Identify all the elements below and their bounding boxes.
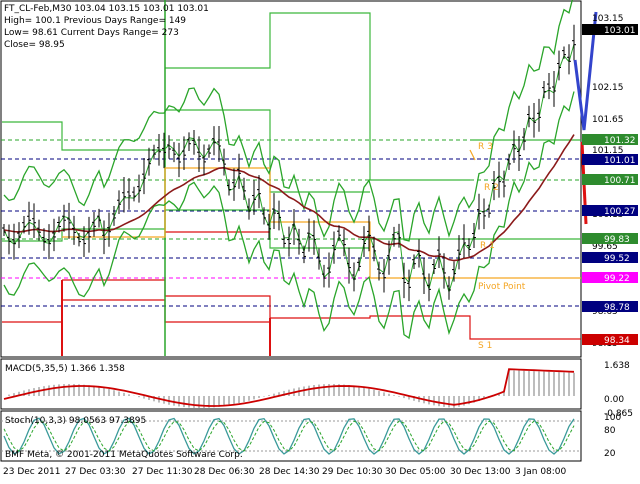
price-axis[interactable]: 103.15 102.15 101.65 101.15 100.65 100.1…: [582, 14, 638, 349]
stoch-signal-line: [3, 420, 575, 452]
price-badge: 99.22: [582, 272, 638, 284]
price-tick: 103.15: [592, 14, 624, 24]
price-tick: 102.15: [592, 83, 624, 93]
badge-bg: [582, 334, 638, 345]
chart-info-header: FT_CL-Feb,M30 103.04 103.15 103.01 103.0…: [4, 4, 209, 50]
macd-label: MACD(5,35,5) 1.366 1.358: [5, 364, 125, 374]
time-tick: 23 Dec 2011: [3, 467, 61, 477]
badge-bg: [582, 154, 638, 165]
macd-tick: -0.865: [604, 409, 633, 419]
macd-pane-border: [0, 358, 582, 410]
time-tick: 29 Dec 10:30: [322, 467, 383, 477]
badge-value: 99.22: [604, 274, 630, 284]
pivot-step-lines: [2, 0, 581, 356]
price-badge: 100.71: [582, 174, 638, 186]
upper-band: [3, 0, 573, 242]
stoch-tick: 20: [604, 449, 616, 459]
badge-value: 99.83: [604, 235, 630, 245]
price-badge: 101.32: [582, 134, 638, 146]
badge-bg: [582, 205, 638, 216]
price-badge: 103.01: [582, 24, 638, 36]
time-tick: 27 Dec 03:30: [65, 467, 126, 477]
stochastic-pane[interactable]: Stoch(10,3,3) 98.0563 97.3895 BMF Meta, …: [0, 410, 621, 462]
label-r1: R 1: [480, 241, 495, 251]
macd-signal: [3, 368, 575, 407]
badge-value: 101.32: [604, 136, 636, 146]
time-tick: 30 Dec 13:00: [450, 467, 511, 477]
price-pane[interactable]: R 3 R 2 R 1 Pivot Point S 1 FT_CL-Feb,M3…: [0, 0, 598, 358]
label-r2: R 2: [484, 183, 499, 193]
stoch-tick: 100: [604, 413, 621, 423]
badge-bg: [582, 233, 638, 244]
price-tick: 99.65: [592, 242, 618, 252]
badge-bg: [582, 272, 638, 283]
price-bars: [2, 24, 576, 302]
badge-bg: [582, 174, 638, 185]
badge-value: 100.71: [604, 176, 636, 186]
stoch-pane-border: [0, 410, 582, 462]
stoch-tick: 80: [604, 426, 616, 436]
time-tick: 28 Dec 14:30: [259, 467, 320, 477]
time-axis[interactable]: 23 Dec 2011 27 Dec 03:30 27 Dec 11:30 28…: [3, 467, 567, 477]
resistance-step: [165, 12, 470, 181]
pivot-labels: R 3 R 2 R 1 Pivot Point S 1: [478, 142, 526, 351]
watermark-text: BMF Meta, © 2001-2011 MetaQuotes Softwar…: [5, 450, 243, 460]
macd-tick: 1.638: [604, 361, 630, 371]
time-tick: 30 Dec 05:00: [385, 467, 446, 477]
badge-bg: [582, 134, 638, 145]
pivot-step: [469, 149, 476, 161]
badge-value: 103.01: [604, 26, 636, 36]
badge-value: 98.34: [604, 336, 630, 346]
high-range-line: High= 100.1 Previous Days Range= 149: [4, 16, 186, 26]
macd-tick: 0.00: [604, 395, 624, 405]
label-r3: R 3: [478, 142, 493, 152]
low-range-line: Low= 98.61 Current Days Range= 273: [4, 28, 179, 38]
time-tick: 3 Jan 08:00: [515, 467, 567, 477]
price-pane-border: [0, 0, 582, 358]
stoch-label: Stoch(10,3,3) 98.0563 97.3895: [5, 416, 146, 426]
stochastic-lines: [3, 417, 575, 455]
price-badge: 98.34: [582, 334, 638, 346]
projection-blue-arrow: [573, 11, 598, 131]
badge-value: 98.78: [604, 303, 630, 313]
price-tick: 101.15: [592, 146, 624, 156]
price-badge: 101.01: [582, 154, 638, 166]
macd-signal-line: [3, 368, 575, 407]
label-pivot-point: Pivot Point: [478, 282, 526, 292]
badge-bg: [582, 252, 638, 263]
symbol-ohlc-line: FT_CL-Feb,M30 103.04 103.15 103.01 103.0…: [4, 4, 209, 14]
price-badge: 99.52: [582, 252, 638, 264]
time-tick: 28 Dec 06:30: [194, 467, 255, 477]
moving-average-line: [3, 134, 575, 262]
badge-value: 100.27: [604, 207, 636, 217]
price-badge: 100.27: [582, 205, 638, 217]
lower-band: [3, 91, 575, 340]
resistance-step: [2, 121, 165, 151]
time-tick: 27 Dec 11:30: [132, 467, 193, 477]
badge-bg: [582, 301, 638, 312]
resistance-step: [165, 109, 370, 193]
pivot-step: [62, 167, 581, 279]
badge-value: 101.01: [604, 156, 636, 166]
badge-bg: [582, 24, 638, 35]
macd-pane[interactable]: MACD(5,35,5) 1.366 1.358 1.638 0.00 -0.8…: [0, 358, 633, 419]
close-line: Close= 98.95: [4, 40, 65, 50]
badge-value: 99.52: [604, 254, 630, 264]
label-s1: S 1: [478, 341, 492, 351]
price-badge: 98.78: [582, 301, 638, 313]
price-badge: 99.83: [582, 233, 638, 245]
price-tick: 101.65: [592, 115, 624, 125]
